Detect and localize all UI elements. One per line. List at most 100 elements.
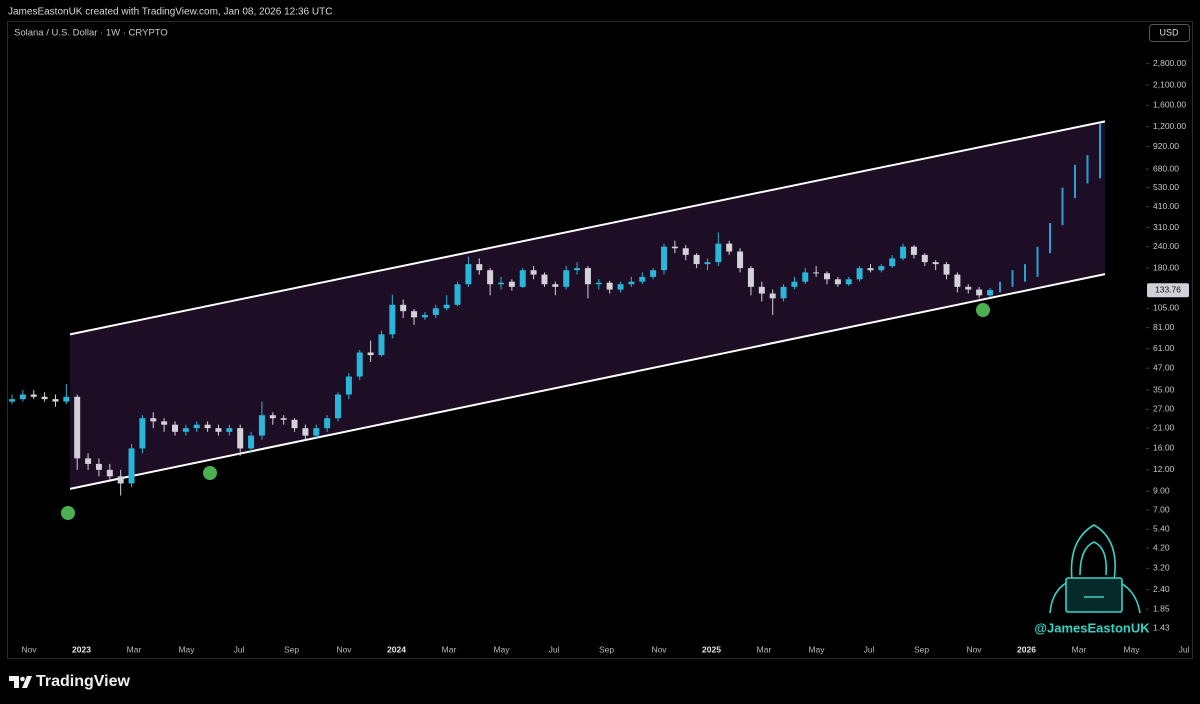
- candle-body: [421, 314, 428, 318]
- watermark: @JamesEastonUK: [1034, 620, 1150, 635]
- candle-body: [650, 270, 657, 277]
- candle-body: [595, 282, 602, 285]
- candle-body: [204, 424, 211, 429]
- candle-body: [367, 352, 374, 356]
- channel-line: [69, 120, 1106, 336]
- y-tick-label: 1.43: [1153, 623, 1170, 633]
- x-tick-label: 2025: [702, 644, 721, 654]
- candle-body: [411, 311, 418, 318]
- y-tick-label: 1,600.00: [1153, 100, 1186, 110]
- y-tick-label: 1,200.00: [1153, 121, 1186, 131]
- candle-body: [172, 424, 178, 432]
- candle-body: [747, 268, 754, 287]
- x-tick-label: Sep: [284, 644, 299, 654]
- candle-body: [52, 399, 59, 402]
- candle-body: [715, 243, 722, 263]
- candle-body: [454, 284, 461, 305]
- x-tick-label: 2024: [387, 644, 406, 654]
- y-tick-label: 2,100.00: [1153, 79, 1186, 89]
- candle-body: [606, 282, 613, 290]
- marker: [976, 303, 990, 317]
- candle-body: [128, 448, 135, 484]
- y-tick-label: 21.00: [1153, 422, 1175, 432]
- x-tick-label: Sep: [914, 644, 929, 654]
- candle-body: [726, 243, 733, 252]
- candle-body: [791, 281, 798, 287]
- x-tick-label: May: [178, 644, 195, 654]
- candle-body: [161, 421, 168, 425]
- symbol-title: Solana / U.S. Dollar · 1W · CRYPTO: [14, 28, 168, 39]
- candle-body: [856, 268, 863, 280]
- candle-body: [541, 274, 548, 285]
- currency[interactable]: USD: [1159, 27, 1179, 37]
- candle-body: [693, 254, 700, 265]
- candle-body: [280, 418, 287, 420]
- candle-body: [889, 258, 896, 267]
- y-tick-label: 5.40: [1153, 524, 1170, 534]
- candle-body: [628, 281, 635, 285]
- candle-body: [476, 264, 483, 271]
- candle-body: [737, 251, 744, 269]
- candle-body: [932, 262, 939, 265]
- currency-box[interactable]: [1149, 24, 1190, 42]
- candle-body: [508, 281, 515, 287]
- y-tick-label: 47.00: [1153, 362, 1175, 372]
- y-tick-label: 35.00: [1153, 384, 1175, 394]
- y-tick-label: 9.00: [1153, 486, 1170, 496]
- candle-body: [867, 268, 874, 271]
- y-tick-label: 180.00: [1153, 262, 1179, 272]
- candle-body: [193, 424, 200, 429]
- candle-body: [237, 428, 244, 449]
- attribution: JamesEastonUK created with TradingView.c…: [8, 7, 332, 18]
- candle-body: [813, 272, 820, 274]
- watermark-icon: [1049, 524, 1141, 614]
- brand-logo: [9, 676, 32, 688]
- candle-body: [182, 428, 189, 432]
- candle-body: [682, 248, 689, 255]
- candle-body: [704, 262, 711, 265]
- candle-body: [954, 274, 961, 287]
- candle-body: [943, 264, 950, 275]
- candle-body: [269, 415, 276, 419]
- candle-body: [498, 282, 504, 285]
- candle-body: [63, 396, 70, 402]
- candle-body: [563, 270, 570, 287]
- candle-body: [780, 286, 787, 299]
- x-tick-label: Mar: [442, 644, 457, 654]
- candle-body: [19, 394, 26, 400]
- candle-body: [345, 376, 352, 395]
- candle-body: [400, 304, 407, 312]
- brand[interactable]: TradingView: [36, 673, 131, 690]
- candle-body: [987, 290, 993, 296]
- candle-body: [878, 266, 885, 271]
- y-tick-label: 240.00: [1153, 241, 1179, 251]
- y-tick-label: 27.00: [1153, 404, 1175, 414]
- candle-body: [671, 246, 678, 249]
- x-tick-label: Mar: [127, 644, 142, 654]
- y-tick-label: 2,800.00: [1153, 58, 1186, 68]
- candle-body: [324, 418, 331, 429]
- candle-body: [117, 476, 124, 484]
- x-tick-label: Sep: [599, 644, 614, 654]
- channel-fill: [70, 121, 1105, 489]
- y-tick-label: 1.85: [1153, 603, 1170, 613]
- y-tick-label: 4.20: [1153, 542, 1170, 552]
- candle-body: [95, 463, 102, 470]
- y-tick-label: 81.00: [1153, 322, 1175, 332]
- candle-body: [769, 293, 776, 299]
- candle-body: [150, 418, 157, 422]
- x-tick-label: 2026: [1017, 644, 1036, 654]
- x-tick-label: Jul: [549, 644, 560, 654]
- candle-body: [824, 273, 830, 280]
- candle-body: [302, 428, 309, 436]
- y-tick-label: 680.00: [1153, 163, 1179, 173]
- marker: [61, 506, 75, 520]
- candle-body: [976, 289, 983, 296]
- candle-body: [335, 394, 341, 419]
- y-tick-label: 7.00: [1153, 504, 1170, 514]
- candle-body: [487, 270, 494, 285]
- candle-body: [639, 276, 646, 282]
- y-tick-label: 2.40: [1153, 584, 1170, 594]
